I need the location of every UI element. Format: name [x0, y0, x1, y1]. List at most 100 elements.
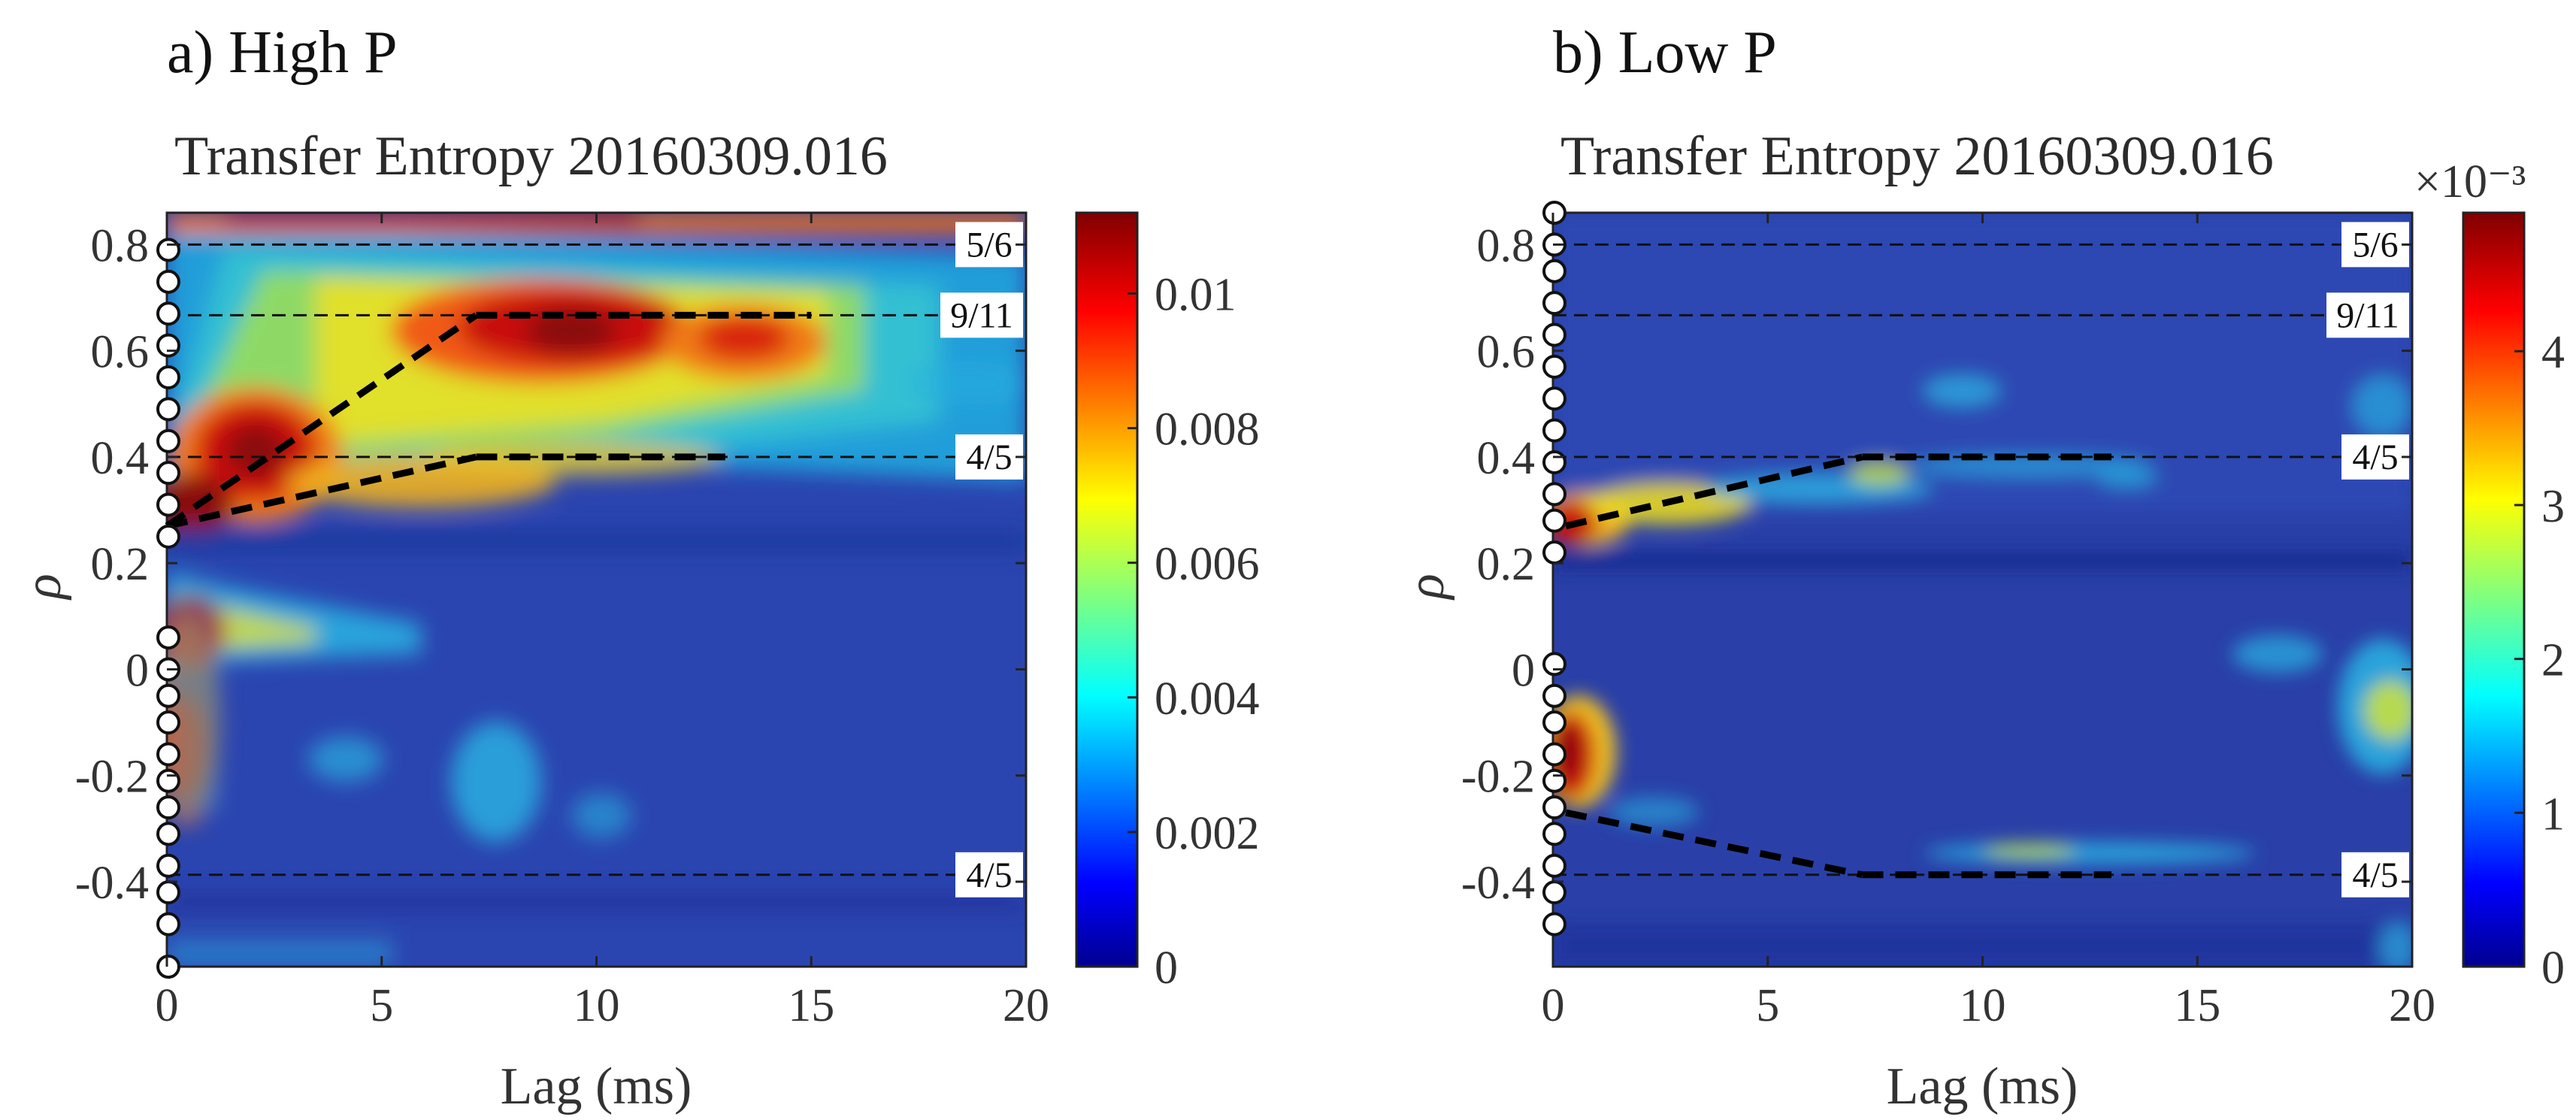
- mode-circle-a-15: [156, 768, 180, 793]
- colorbar-tick-label-a-5: 0: [1155, 943, 1178, 994]
- y-tick-label-b-5: -0.2: [1461, 752, 1535, 803]
- mode-circle-a-5: [156, 397, 180, 422]
- resonance-label-b-1: 9/11: [2336, 295, 2399, 335]
- mode-circle-a-13: [156, 710, 180, 735]
- colorbar-tick-label-b-0: 4: [2541, 327, 2565, 378]
- colorbar-tick-label-b-4: 0: [2541, 943, 2565, 994]
- mode-circle-b-10: [1542, 508, 1566, 533]
- y-tick-label-a-2: 0.4: [91, 433, 150, 484]
- mode-circle-b-2: [1542, 259, 1566, 283]
- mode-circle-b-6: [1542, 386, 1566, 411]
- mode-circle-b-11: [1542, 540, 1566, 565]
- panel-a-heatmap: [167, 213, 1026, 967]
- mode-circle-a-8: [156, 492, 180, 517]
- panel-a-overlays: 5/6 9/11 4/5 4/5: [156, 222, 1026, 979]
- resonance-label-bg-b-1: [2326, 292, 2409, 338]
- mode-circle-a-3: [156, 333, 180, 358]
- panel-b-y-axis-label: ρ: [1397, 574, 1455, 601]
- panel-a-ticks: 0 5 10 15 20 0.8 0.6 0.4 0.2 0 -0.2 -0.4: [75, 213, 1049, 1031]
- x-tick-label-a-1: 5: [370, 980, 393, 1031]
- mode-circle-a-6: [156, 428, 180, 453]
- panel-b-label: b) Low P: [1553, 20, 1777, 86]
- mode-circle-b-21: [1542, 912, 1566, 937]
- x-tick-label-b-0: 0: [1542, 980, 1565, 1031]
- resonance-label-bg-b-0: [2341, 222, 2409, 268]
- panel-a: a) High P Transfer Entropy 20160309.016: [14, 20, 1260, 1115]
- mode-circle-a-17: [156, 822, 180, 846]
- guide-line-b-0: [1565, 453, 1863, 530]
- mode-circle-a-14: [156, 742, 180, 767]
- mode-circle-b-18: [1542, 822, 1566, 846]
- resonance-label-bg-b-2: [2341, 434, 2409, 480]
- y-tick-label-a-3: 0.2: [91, 539, 150, 590]
- panel-a-title: Transfer Entropy 20160309.016: [174, 126, 888, 187]
- panel-b-overlays: 5/6 9/11 4/5 4/5: [1542, 201, 2412, 937]
- resonance-label-a-0: 5/6: [966, 225, 1012, 265]
- mode-circle-b-3: [1542, 291, 1566, 316]
- y-tick-label-a-5: -0.2: [75, 752, 149, 803]
- guide-line-a-2: [166, 453, 477, 530]
- colorbar-tick-label-a-2: 0.006: [1155, 539, 1260, 590]
- y-tick-label-a-1: 0.6: [91, 327, 150, 378]
- panel-b-colorbar-ticks: 4 3 2 1 0: [2514, 327, 2565, 994]
- resonance-label-bg-a-2: [955, 434, 1023, 480]
- mode-circle-a-0: [156, 238, 180, 262]
- resonance-label-a-3: 4/5: [966, 855, 1012, 895]
- mode-circle-b-8: [1542, 450, 1566, 474]
- resonance-label-b-0: 5/6: [2352, 225, 2398, 265]
- resonance-label-a-2: 4/5: [966, 437, 1012, 477]
- resonance-label-b-3: 4/5: [2352, 855, 2398, 895]
- y-tick-label-b-4: 0: [1512, 645, 1535, 696]
- x-tick-label-a-4: 20: [1003, 980, 1049, 1031]
- panel-b-ticks: 0 5 10 15 20 0.8 0.6 0.4 0.2 0 -0.2 -0.4: [1461, 213, 2435, 1031]
- mode-circle-a-16: [156, 795, 180, 820]
- panel-a-colorbar: [1076, 213, 1137, 967]
- mode-circle-b-9: [1542, 482, 1566, 507]
- guide-line-b-2: [1565, 809, 1863, 879]
- x-tick-label-b-2: 10: [1960, 980, 2006, 1031]
- mode-circle-a-12: [156, 683, 180, 708]
- colorbar-tick-label-a-0: 0.01: [1155, 269, 1237, 320]
- y-tick-label-b-6: -0.4: [1461, 858, 1535, 909]
- mode-circle-a-21: [156, 955, 180, 979]
- y-tick-label-a-0: 0.8: [91, 220, 150, 271]
- x-tick-label-b-1: 5: [1756, 980, 1779, 1031]
- y-tick-label-a-6: -0.4: [75, 858, 149, 909]
- mode-circle-a-10: [156, 625, 180, 650]
- mode-circle-b-7: [1542, 418, 1566, 443]
- resonance-label-bg-a-0: [955, 222, 1023, 268]
- mode-circle-b-5: [1542, 354, 1566, 379]
- resonance-label-b-2: 4/5: [2352, 437, 2398, 477]
- mode-circle-b-19: [1542, 853, 1566, 878]
- mode-circle-a-2: [156, 301, 180, 326]
- x-tick-label-b-4: 20: [2389, 980, 2435, 1031]
- colorbar-tick-label-a-1: 0.008: [1155, 404, 1260, 456]
- colorbar-tick-label-b-1: 3: [2541, 481, 2565, 532]
- panel-a-y-axis-label: ρ: [14, 574, 72, 601]
- mode-circle-a-20: [156, 912, 180, 937]
- mode-circle-b-12: [1542, 652, 1566, 677]
- y-tick-label-b-0: 0.8: [1477, 220, 1536, 271]
- panel-b-colorbar: [2463, 213, 2524, 967]
- mode-circle-b-20: [1542, 880, 1566, 905]
- panel-b-x-axis-label: Lag (ms): [1887, 1058, 2078, 1115]
- mode-circle-a-7: [156, 461, 180, 486]
- mode-circle-b-0: [1542, 201, 1566, 225]
- resonance-label-bg-a-3: [955, 852, 1023, 898]
- panel-a-label: a) High P: [167, 20, 398, 86]
- colorbar-tick-label-b-3: 1: [2541, 789, 2565, 840]
- colorbar-tick-label-a-3: 0.004: [1155, 674, 1260, 725]
- resonance-label-a-1: 9/11: [950, 295, 1013, 335]
- colorbar-tick-label-b-2: 2: [2541, 635, 2565, 686]
- panel-a-x-axis-label: Lag (ms): [501, 1058, 692, 1115]
- y-tick-label-b-3: 0.2: [1477, 539, 1536, 590]
- y-tick-label-b-1: 0.6: [1477, 327, 1536, 378]
- mode-circle-b-16: [1542, 768, 1566, 793]
- mode-circle-a-4: [156, 365, 180, 389]
- mode-circle-a-9: [156, 524, 180, 549]
- y-tick-label-b-2: 0.4: [1477, 433, 1536, 484]
- panel-a-colorbar-ticks: 0.01 0.008 0.006 0.004 0.002 0: [1128, 269, 1260, 994]
- mode-circle-b-14: [1542, 710, 1566, 735]
- colorbar-tick-label-a-4: 0.002: [1155, 808, 1260, 859]
- mode-circle-b-4: [1542, 322, 1566, 347]
